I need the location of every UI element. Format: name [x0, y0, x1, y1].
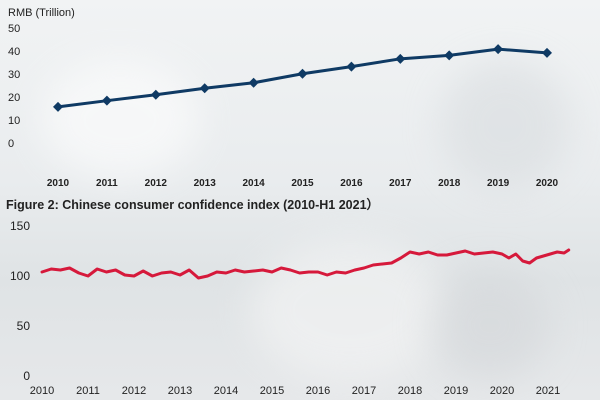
x-tick-label: 2017	[352, 385, 376, 397]
x-tick-label: 2010	[47, 178, 70, 189]
y-tick-label: 30	[8, 69, 20, 81]
x-tick-label: 2011	[96, 178, 118, 189]
y-axis-label: RMB (Trillion)	[8, 7, 75, 19]
x-tick-label: 2019	[444, 385, 468, 397]
data-point-marker	[199, 83, 210, 94]
series-line-consumer-confidence	[40, 248, 571, 280]
x-tick-label: 2016	[340, 178, 363, 189]
data-point-marker	[101, 95, 112, 106]
data-point-marker	[395, 53, 406, 64]
x-tick-label: 2017	[389, 178, 412, 189]
y-tick-label: 100	[10, 269, 30, 283]
x-tick-label: 2021	[536, 385, 560, 397]
x-tick-label: 2012	[145, 178, 168, 189]
y-tick-label: 0	[23, 369, 30, 383]
data-point-marker	[346, 61, 357, 72]
background-blur	[440, 60, 570, 190]
x-tick-label: 2014	[214, 385, 238, 397]
data-point-marker	[493, 44, 504, 55]
y-tick-label: 50	[8, 23, 20, 35]
x-tick-label: 2018	[438, 178, 461, 189]
x-tick-label: 2015	[260, 385, 284, 397]
x-tick-label: 2015	[291, 178, 314, 189]
y-tick-label: 20	[8, 92, 20, 104]
x-tick-label: 2018	[398, 385, 422, 397]
data-point-marker	[297, 68, 308, 79]
y-tick-label: 10	[8, 115, 20, 127]
x-tick-label: 2011	[76, 385, 100, 397]
data-point-marker	[542, 47, 552, 58]
x-tick-label: 2012	[122, 385, 146, 397]
y-tick-label: 150	[10, 219, 30, 233]
x-tick-label: 2020	[490, 385, 514, 397]
data-point-marker	[53, 101, 63, 112]
x-tick-label: 2014	[242, 178, 265, 189]
data-point-marker	[150, 89, 161, 100]
x-tick-label: 2013	[168, 385, 192, 397]
background-blur	[430, 270, 550, 380]
figure-2-title: Figure 2: Chinese consumer confidence in…	[6, 198, 380, 212]
x-tick-label: 2020	[536, 178, 559, 189]
retail-sales-chart: RMB (Trillion) 0 10 20 30 40 50 2010 2011 2012 201…	[8, 7, 559, 189]
background-blur	[40, 60, 200, 180]
y-tick-label: 40	[8, 46, 20, 58]
x-tick-label: 2016	[306, 385, 330, 397]
data-point-marker	[248, 77, 259, 88]
consumer-confidence-chart: 0 50 100 150 2010 2011 2012 2013 2014 2015 2016 201…	[10, 219, 571, 397]
y-tick-label: 50	[17, 319, 31, 333]
x-tick-label: 2013	[194, 178, 217, 189]
background-blur	[250, 240, 450, 380]
y-tick-label: 0	[8, 138, 14, 150]
x-tick-label: 2019	[487, 178, 510, 189]
x-tick-label: 2010	[30, 385, 54, 397]
data-point-marker	[444, 50, 455, 61]
